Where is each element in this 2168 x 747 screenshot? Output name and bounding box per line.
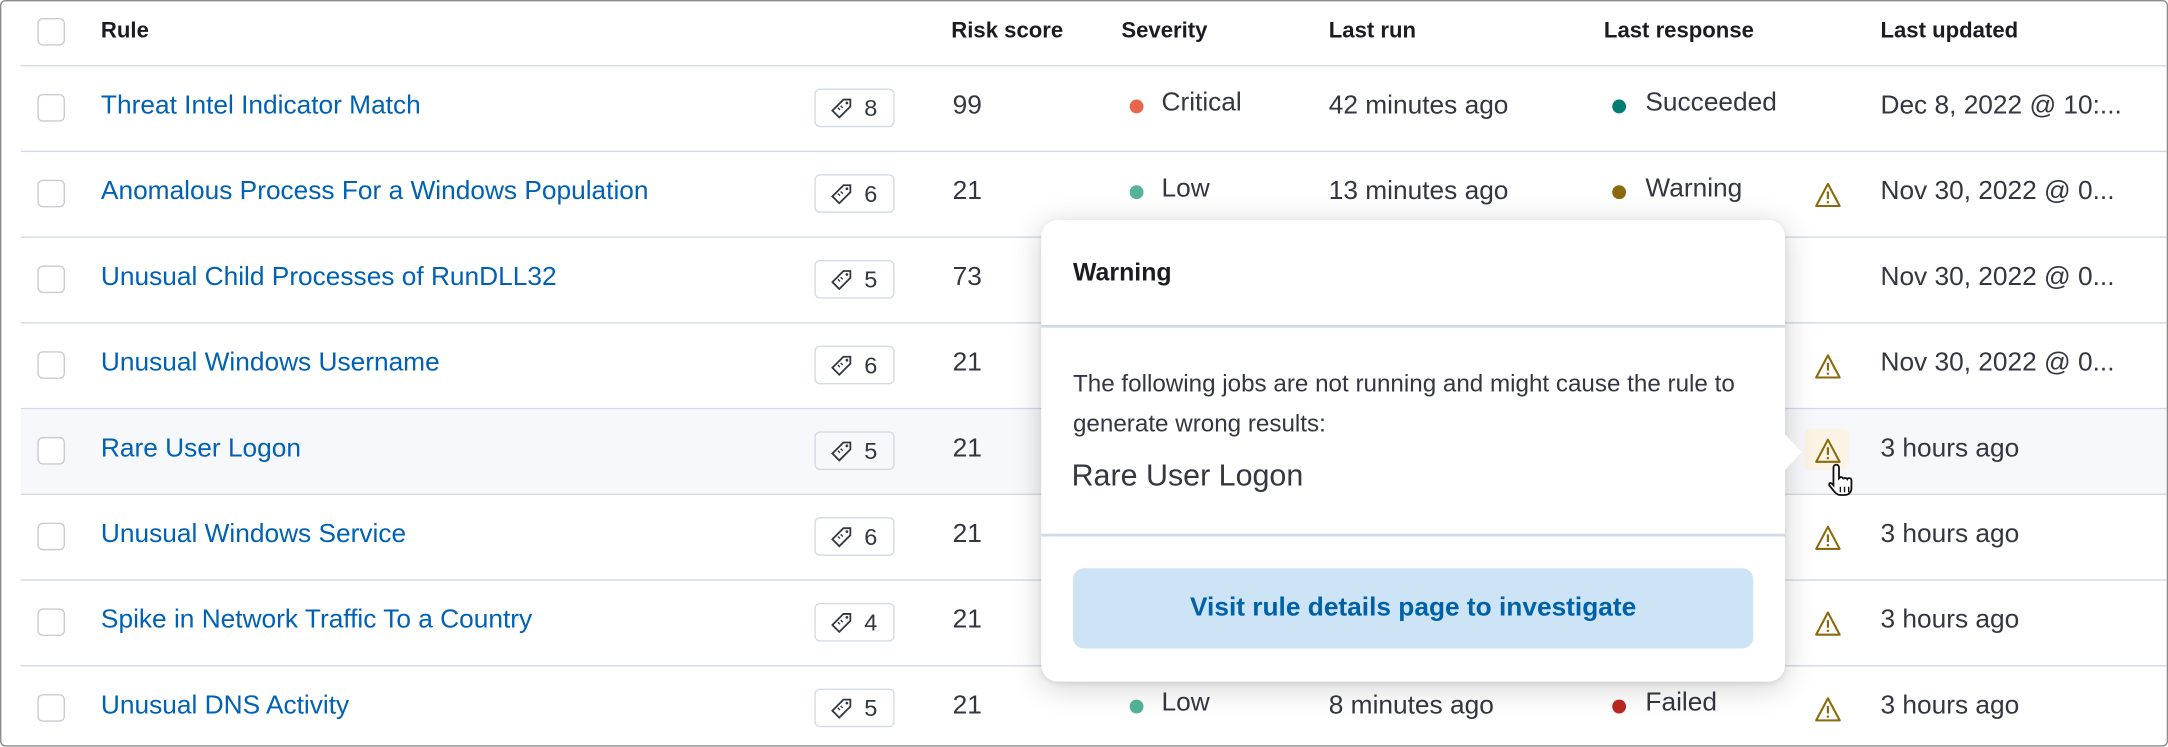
last-updated: Nov 30, 2022 @ 0...	[1880, 348, 2115, 378]
response-status-dot	[1612, 699, 1627, 714]
divider	[1041, 324, 1786, 328]
rule-name-link[interactable]: Anomalous Process For a Windows Populati…	[100, 176, 649, 207]
response-status-dot	[1612, 185, 1627, 200]
tags-badge[interactable]: 6	[814, 517, 895, 556]
last-updated: Nov 30, 2022 @ 0...	[1880, 176, 2115, 207]
row-checkbox[interactable]	[37, 265, 65, 294]
table-header: Rule Risk score Severity Last run Last r…	[20, 1, 2167, 67]
row-checkbox[interactable]	[37, 522, 65, 551]
visit-rule-details-button[interactable]: Visit rule details page to investigate	[1072, 568, 1754, 649]
tags-badge[interactable]: 5	[814, 431, 895, 471]
severity: Low	[1161, 688, 1210, 718]
last-updated: 3 hours ago	[1880, 605, 2020, 635]
column-last-run[interactable]: Last run	[1328, 19, 1417, 43]
warning-icon[interactable]	[1804, 428, 1849, 471]
tags-badge[interactable]: 6	[814, 174, 895, 213]
last-run: 13 minutes ago	[1328, 176, 1509, 207]
rule-name-link[interactable]: Unusual Windows Username	[100, 348, 440, 378]
risk-score: 99	[952, 91, 982, 121]
risk-score: 73	[952, 262, 982, 292]
rule-name-link[interactable]: Unusual Child Processes of RunDLL32	[100, 262, 557, 292]
last-updated: Dec 8, 2022 @ 10:...	[1880, 91, 2122, 121]
tags-badge[interactable]: 8	[814, 88, 895, 128]
severity: Low	[1161, 174, 1210, 204]
risk-score: 21	[952, 348, 982, 378]
risk-score: 21	[952, 434, 982, 464]
row-checkbox[interactable]	[37, 351, 65, 379]
last-run: 42 minutes ago	[1328, 91, 1509, 121]
response-status-dot	[1612, 99, 1627, 114]
last-response: Succeeded	[1645, 88, 1777, 118]
last-updated: 3 hours ago	[1880, 691, 2020, 721]
risk-score: 21	[952, 691, 982, 721]
warning-icon[interactable]	[1807, 520, 1851, 561]
rule-name-link[interactable]: Rare User Logon	[100, 434, 302, 464]
row-checkbox[interactable]	[37, 94, 65, 122]
last-run: 8 minutes ago	[1328, 691, 1494, 721]
table-row: Unusual DNS Activity 5 21 Low 8 minutes ag…	[21, 666, 2167, 745]
rule-name-link[interactable]: Threat Intel Indicator Match	[100, 91, 421, 121]
last-response: Failed	[1645, 688, 1717, 718]
warning-icon[interactable]	[1807, 177, 1851, 218]
table-row: Threat Intel Indicator Match 8 99 Critica…	[20, 66, 2167, 153]
column-last-updated[interactable]: Last updated	[1880, 19, 2019, 43]
risk-score: 21	[952, 519, 982, 549]
tag-count: 5	[864, 438, 878, 465]
tag-count: 5	[864, 695, 878, 722]
divider	[1041, 533, 1786, 537]
column-last-response[interactable]: Last response	[1603, 19, 1754, 43]
warning-icon[interactable]	[1807, 691, 1851, 732]
popover-job-name: Rare User Logon	[1071, 457, 1304, 493]
severity: Critical	[1161, 88, 1242, 118]
warning-icon[interactable]	[1807, 348, 1851, 389]
popover-title: Warning	[1072, 258, 1172, 287]
warning-icon[interactable]	[1807, 606, 1851, 647]
tag-count: 8	[864, 95, 878, 122]
tag-count: 6	[864, 524, 878, 551]
last-updated: Nov 30, 2022 @ 0...	[1880, 262, 2115, 292]
row-checkbox[interactable]	[37, 608, 65, 637]
last-updated: 3 hours ago	[1880, 434, 2020, 464]
warning-popover: Warning The following jobs are not runni…	[1041, 219, 1802, 682]
tag-count: 5	[864, 266, 878, 294]
last-response: Warning	[1645, 174, 1743, 204]
pointer-hand-icon	[1828, 463, 1853, 496]
tags-badge[interactable]: 4	[814, 602, 895, 642]
tag-count: 6	[864, 352, 878, 379]
tags-badge[interactable]: 6	[814, 345, 895, 385]
row-checkbox[interactable]	[37, 694, 65, 722]
last-updated: 3 hours ago	[1880, 519, 2020, 549]
column-rule[interactable]: Rule	[100, 19, 149, 43]
column-severity[interactable]: Severity	[1121, 19, 1208, 43]
rule-name-link[interactable]: Spike in Network Traffic To a Country	[100, 605, 533, 635]
row-checkbox[interactable]	[37, 436, 65, 465]
severity-dot	[1129, 99, 1144, 114]
tags-badge[interactable]: 5	[814, 259, 895, 299]
severity-dot	[1129, 699, 1144, 714]
popover-arrow	[1783, 432, 1802, 472]
column-risk-score[interactable]: Risk score	[951, 19, 1064, 43]
popover-message: The following jobs are not running and m…	[1072, 369, 1735, 437]
tags-badge[interactable]: 5	[814, 688, 895, 728]
rule-name-link[interactable]: Unusual DNS Activity	[100, 691, 350, 721]
risk-score: 21	[952, 176, 982, 207]
table-row: Anomalous Process For a Windows Populati…	[20, 152, 2167, 238]
risk-score: 21	[952, 605, 982, 635]
row-checkbox[interactable]	[37, 179, 65, 208]
select-all-checkbox[interactable]	[37, 17, 65, 46]
severity-dot	[1129, 185, 1144, 200]
tag-count: 6	[864, 181, 878, 208]
table-row: Spike in Network Traffic To a Country 4 …	[20, 581, 2167, 667]
tag-count: 4	[864, 609, 878, 637]
rule-name-link[interactable]: Unusual Windows Service	[100, 519, 407, 549]
